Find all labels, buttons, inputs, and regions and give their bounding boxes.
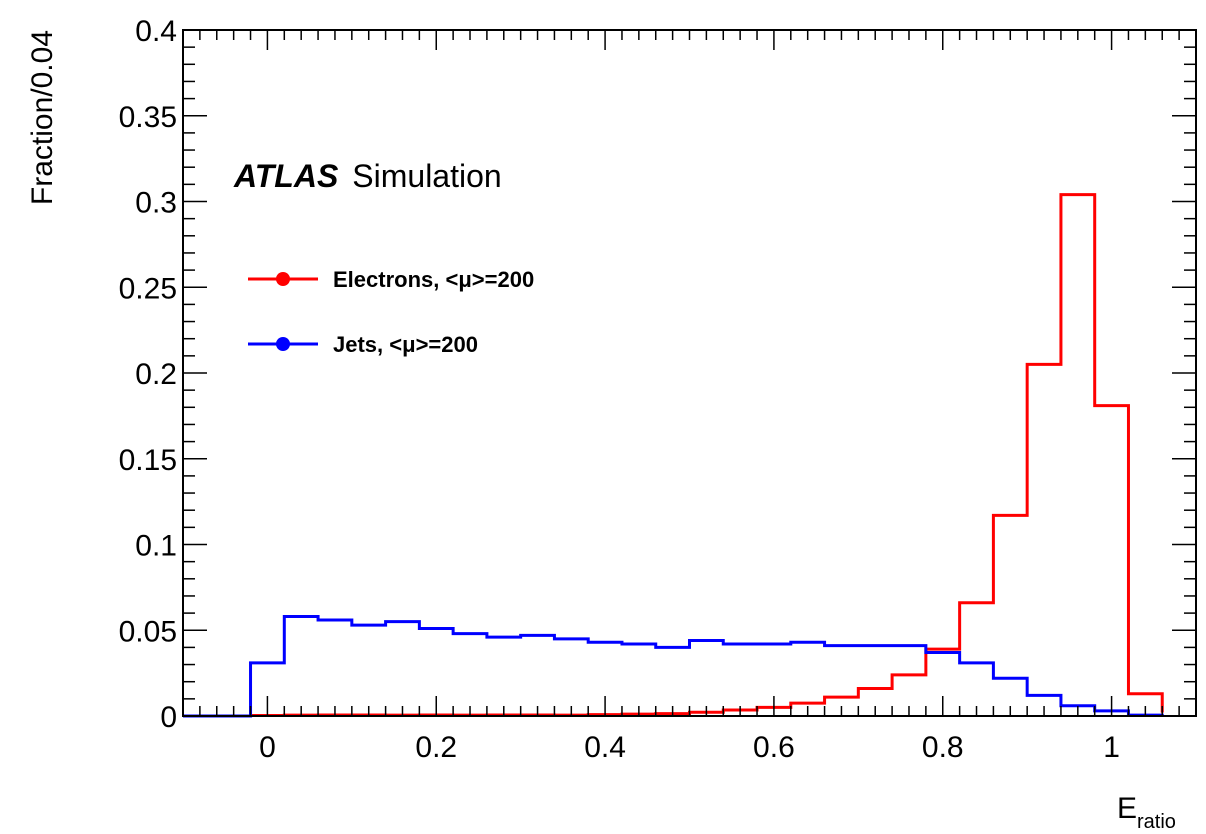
x-tick-label: 0.4: [584, 731, 626, 764]
legend-marker-1: [276, 337, 290, 351]
axis-ticks: [182, 29, 1197, 717]
x-axis-title-sub: ratio: [1137, 811, 1176, 833]
y-tick-label: 0.4: [135, 15, 177, 48]
x-tick-label: 0.8: [922, 731, 964, 764]
y-axis-title: Fraction/0.04: [26, 30, 59, 205]
x-axis-title: Eratio: [1117, 792, 1176, 833]
y-tick-label: 0.3: [135, 187, 177, 220]
y-tick-label: 0.1: [135, 530, 177, 563]
legend-label-0: Electrons, <μ>=200: [333, 267, 534, 292]
x-tick-label: 0: [259, 731, 276, 764]
legend-marker-0: [276, 272, 290, 286]
x-axis-title-main: E: [1117, 792, 1137, 825]
legend-label-1: Jets, <μ>=200: [333, 332, 478, 357]
y-tick-label: 0.25: [119, 272, 177, 305]
x-tick-label: 0.2: [415, 731, 457, 764]
x-tick-label: 0.6: [753, 731, 795, 764]
y-tick-label: 0: [160, 701, 177, 734]
y-tick-label: 0.05: [119, 615, 177, 648]
y-tick-label: 0.2: [135, 358, 177, 391]
y-tick-label: 0.35: [119, 101, 177, 134]
legend: Electrons, <μ>=200 Jets, <μ>=200: [248, 267, 534, 357]
x-tick-label: 1: [1103, 731, 1120, 764]
y-tick-label: 0.15: [119, 444, 177, 477]
series-1-histogram: [183, 615, 1164, 718]
tick-labels: 0 0.2 0.4 0.6 0.8 1 0 0.05 0.1 0.15 0.2 0.25 0.3 0.35…: [119, 15, 1120, 764]
atlas-label: ATLAS Simulation: [233, 158, 502, 194]
